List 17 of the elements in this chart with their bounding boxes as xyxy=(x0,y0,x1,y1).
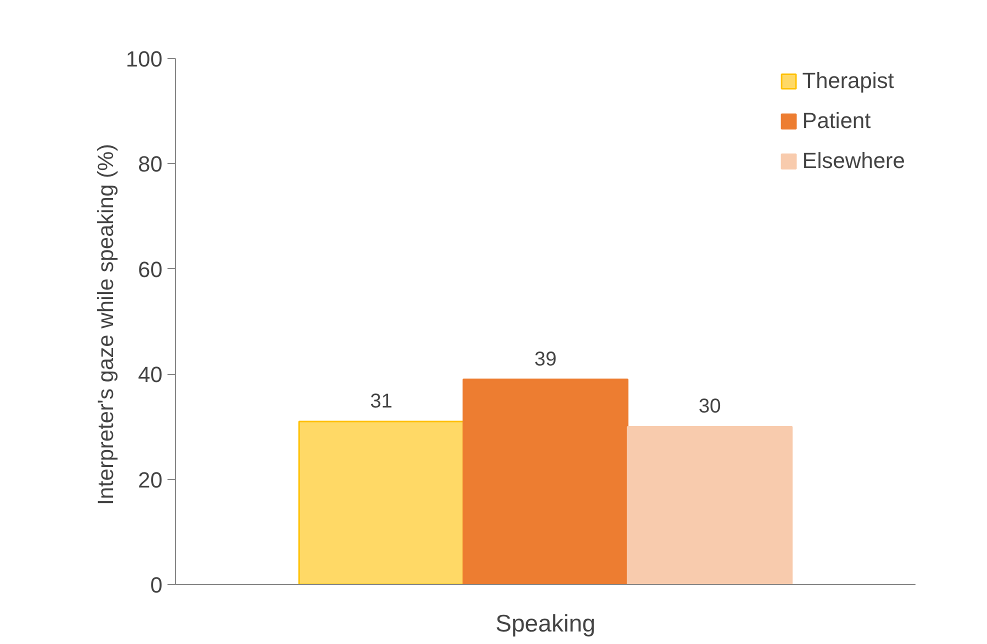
y-tick-label: 0 xyxy=(150,572,163,598)
bar xyxy=(298,420,464,584)
y-tick-label: 40 xyxy=(138,362,163,388)
data-label: 30 xyxy=(698,396,721,418)
y-tick-label: 80 xyxy=(138,152,163,177)
bar xyxy=(462,378,628,584)
data-label: 39 xyxy=(534,348,557,370)
legend-label: Elsewhere xyxy=(802,148,905,174)
y-tick-label: 60 xyxy=(138,256,163,282)
bar xyxy=(626,426,793,584)
data-label: 31 xyxy=(370,390,392,412)
y-tick-label: 20 xyxy=(138,467,163,492)
x-tick-label: Speaking xyxy=(495,610,596,638)
legend-label: Patient xyxy=(802,108,871,134)
y-axis-title: Interpreter's gaze while speaking (%) xyxy=(92,144,118,506)
legend-label: Therapist xyxy=(802,68,894,94)
y-tick-label: 100 xyxy=(126,46,163,72)
